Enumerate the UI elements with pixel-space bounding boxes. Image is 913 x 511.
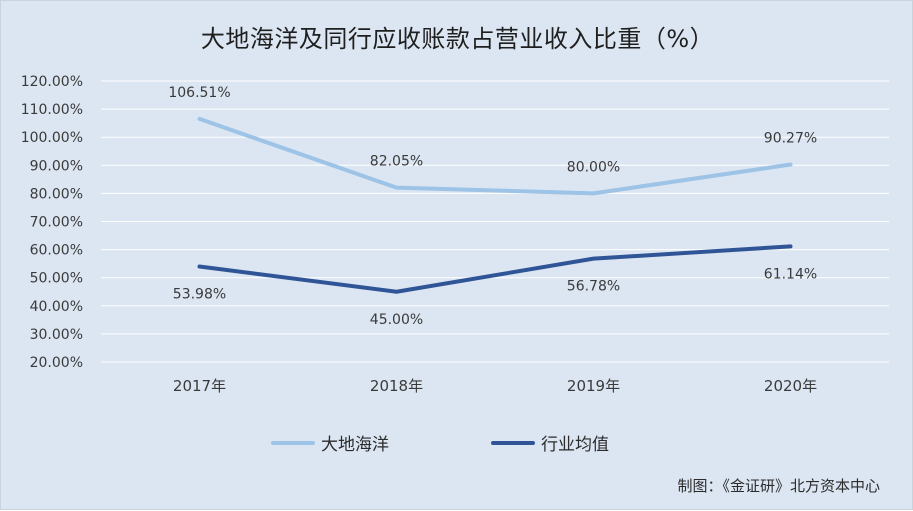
y-tick-label: 110.00% xyxy=(21,102,83,118)
legend-item-series-2: 行业均值 xyxy=(491,430,609,455)
x-axis-ticks: 2017年 2018年 2019年 2020年 xyxy=(173,377,817,395)
y-tick-label: 120.00% xyxy=(21,74,83,90)
legend-swatch-series-1 xyxy=(271,440,315,445)
x-tick-label: 2018年 xyxy=(370,377,423,395)
data-labels: 106.51% 82.05% 80.00% 90.27% 53.98% 45.00% 56.… xyxy=(168,85,817,328)
legend-label-series-1: 大地海洋 xyxy=(321,435,389,455)
data-label-series-2: 61.14% xyxy=(764,266,817,282)
legend: 大地海洋 行业均值 xyxy=(1,430,913,455)
data-label-series-1: 82.05% xyxy=(370,154,423,170)
series-line-1 xyxy=(197,116,793,196)
x-tick-label: 2017年 xyxy=(173,377,226,395)
gridlines xyxy=(101,80,889,363)
data-label-series-1: 80.00% xyxy=(567,159,620,175)
y-tick-label: 80.00% xyxy=(30,186,83,202)
y-tick-label: 90.00% xyxy=(30,158,83,174)
y-tick-label: 70.00% xyxy=(30,215,83,231)
y-tick-label: 20.00% xyxy=(30,355,83,371)
y-tick-label: 40.00% xyxy=(30,299,83,315)
y-tick-label: 30.00% xyxy=(30,327,83,343)
data-label-series-2: 53.98% xyxy=(173,287,226,303)
series-lines xyxy=(197,116,793,294)
y-tick-label: 100.00% xyxy=(21,130,83,146)
data-label-series-2: 56.78% xyxy=(567,279,620,295)
y-axis-ticks: 20.00% 30.00% 40.00% 50.00% 60.00% 70.00% 80.0… xyxy=(21,74,83,371)
legend-item-series-1: 大地海洋 xyxy=(271,430,389,455)
y-tick-label: 60.00% xyxy=(30,243,83,259)
source-note: 制图：《金证研》北方资本中心 xyxy=(677,477,880,495)
data-label-series-1: 106.51% xyxy=(168,85,230,101)
y-tick-label: 50.00% xyxy=(30,271,83,287)
series-line-2 xyxy=(197,244,793,294)
x-tick-label: 2020年 xyxy=(764,377,817,395)
chart-title: 大地海洋及同行应收账款占营业收入比重（%） xyxy=(200,25,715,53)
legend-swatch-series-2 xyxy=(491,440,535,445)
legend-label-series-2: 行业均值 xyxy=(541,435,609,455)
x-tick-label: 2019年 xyxy=(567,377,620,395)
data-label-series-1: 90.27% xyxy=(764,131,817,147)
data-label-series-2: 45.00% xyxy=(370,312,423,328)
